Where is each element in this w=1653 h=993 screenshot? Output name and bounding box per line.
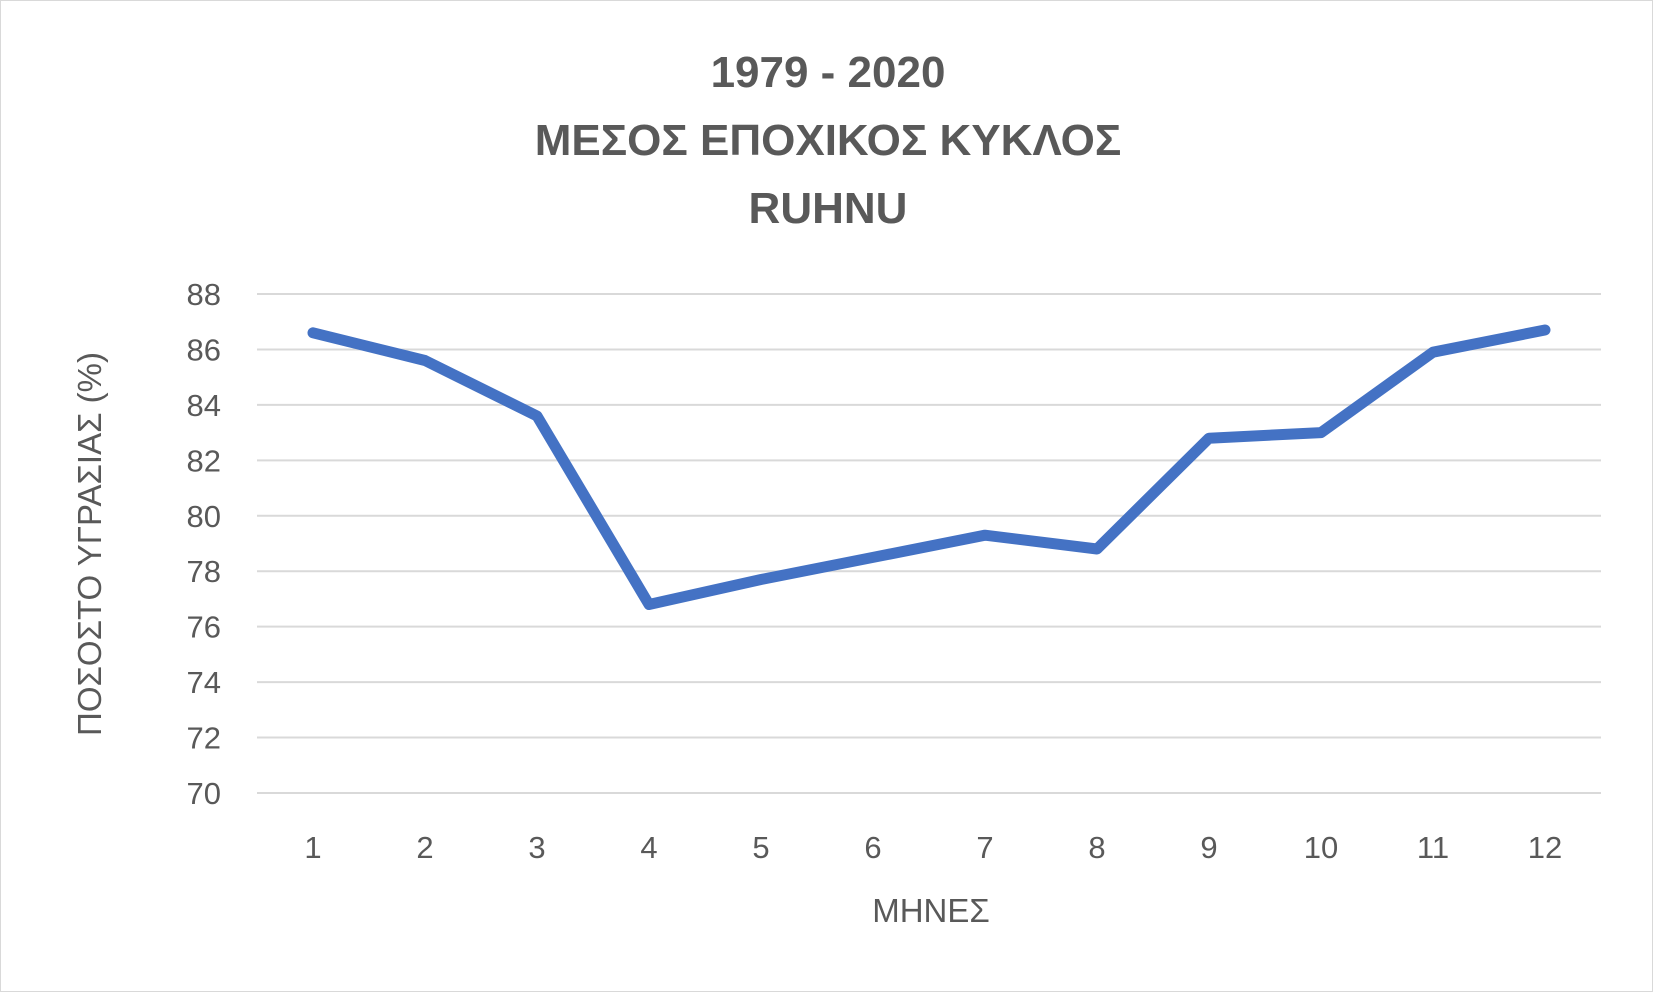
data-point-month-12: [1544, 329, 1546, 332]
x-axis-title: ΜΗΝΕΣ: [872, 892, 990, 929]
x-tick-label: 7: [976, 830, 993, 865]
x-tick-label: 4: [640, 830, 657, 865]
data-point-month-10: [1320, 431, 1322, 434]
x-tick-label: 5: [752, 830, 769, 865]
series-group: [307, 324, 1551, 610]
y-tick-label: 78: [187, 554, 221, 589]
chart-title-line-3: RUHNU: [749, 184, 908, 233]
data-point-month-3: [536, 414, 538, 417]
x-tick-label: 8: [1088, 830, 1105, 865]
gridlines: [257, 293, 1601, 794]
y-tick-label: 84: [187, 388, 221, 423]
y-axis-title: ΠΟΣΟΣΤΟ ΥΓΡΑΣΙΑΣ (%): [71, 352, 108, 736]
x-tick-label: 9: [1200, 830, 1217, 865]
y-tick-label: 80: [187, 499, 221, 534]
y-tick-label: 70: [187, 776, 221, 811]
data-point-month-2: [424, 359, 426, 362]
x-tick-label: 11: [1417, 830, 1449, 865]
data-point-month-9: [1208, 437, 1210, 440]
x-axis-tick-labels: 1 2 3 4 5 6 7 8 9 10 11 12: [304, 830, 1562, 865]
y-tick-label: 86: [187, 332, 221, 367]
y-tick-label: 72: [187, 721, 221, 756]
y-tick-label: 76: [187, 610, 221, 645]
y-tick-label: 88: [187, 277, 221, 312]
y-axis-tick-labels: 70 72 74 76 78 80 82 84 86 88: [187, 277, 221, 811]
x-tick-label: 12: [1528, 830, 1562, 865]
series-line-0: [307, 324, 1551, 610]
x-tick-label: 10: [1304, 830, 1338, 865]
x-tick-label: 2: [416, 830, 433, 865]
data-point-month-6: [872, 556, 874, 559]
data-point-month-8: [1096, 548, 1098, 551]
data-point-month-4: [648, 603, 650, 606]
y-tick-label: 82: [187, 443, 221, 478]
data-point-month-1: [312, 331, 314, 334]
x-tick-label: 1: [304, 830, 321, 865]
x-tick-label: 6: [864, 830, 881, 865]
x-tick-label: 3: [528, 830, 545, 865]
chart-title-line-1: 1979 - 2020: [711, 48, 946, 97]
data-point-month-7: [984, 534, 986, 537]
data-point-month-11: [1432, 351, 1434, 354]
chart-title-line-2: ΜΕΣΟΣ ΕΠΟΧΙΚΟΣ ΚΥΚΛΟΣ: [535, 116, 1121, 165]
y-tick-label: 74: [187, 665, 221, 700]
data-point-month-5: [760, 578, 762, 581]
